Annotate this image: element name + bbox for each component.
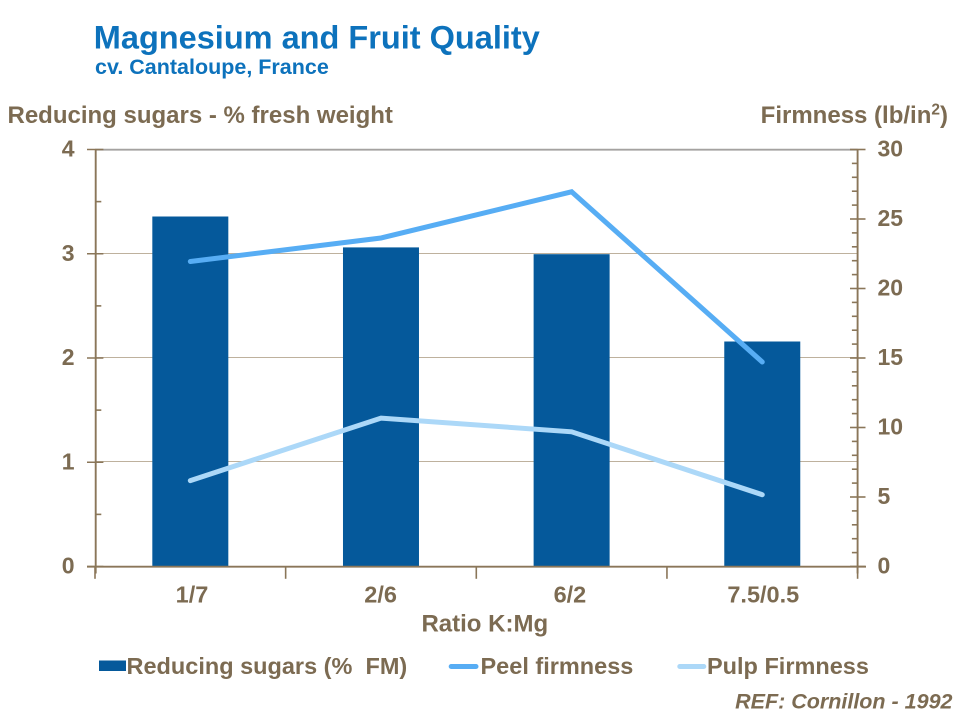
svg-text:1: 1 <box>62 448 75 474</box>
svg-text:0: 0 <box>878 553 891 579</box>
svg-text:30: 30 <box>878 136 904 162</box>
svg-text:4: 4 <box>62 136 75 162</box>
svg-text:2/6: 2/6 <box>364 582 397 608</box>
svg-text:Firmness (lb/in2): Firmness (lb/in2) <box>761 102 948 130</box>
svg-text:cv. Cantaloupe, France: cv. Cantaloupe, France <box>95 55 329 79</box>
svg-text:6/2: 6/2 <box>554 582 587 608</box>
svg-text:2: 2 <box>62 344 75 370</box>
svg-text:7.5/0.5: 7.5/0.5 <box>727 582 799 608</box>
svg-text:0: 0 <box>62 553 75 579</box>
svg-text:1/7: 1/7 <box>176 582 209 608</box>
svg-text:3: 3 <box>62 240 75 266</box>
svg-text:Reducing sugars - % fresh weig: Reducing sugars - % fresh weight <box>8 102 393 129</box>
svg-text:10: 10 <box>878 414 904 440</box>
svg-text:REF: Cornillon - 1992: REF: Cornillon - 1992 <box>735 690 952 714</box>
svg-text:5: 5 <box>878 483 891 509</box>
svg-text:Ratio K:Mg: Ratio K:Mg <box>421 611 548 638</box>
svg-text:Peel firmness: Peel firmness <box>481 653 634 679</box>
svg-text:Reducing sugars (% FM): Reducing sugars (% FM) <box>127 653 408 679</box>
svg-text:25: 25 <box>878 205 904 231</box>
svg-text:Pulp Firmness: Pulp Firmness <box>707 653 869 679</box>
svg-text:20: 20 <box>878 275 904 301</box>
svg-text:Magnesium and Fruit Quality: Magnesium and Fruit Quality <box>94 20 540 56</box>
svg-text:15: 15 <box>878 344 904 370</box>
